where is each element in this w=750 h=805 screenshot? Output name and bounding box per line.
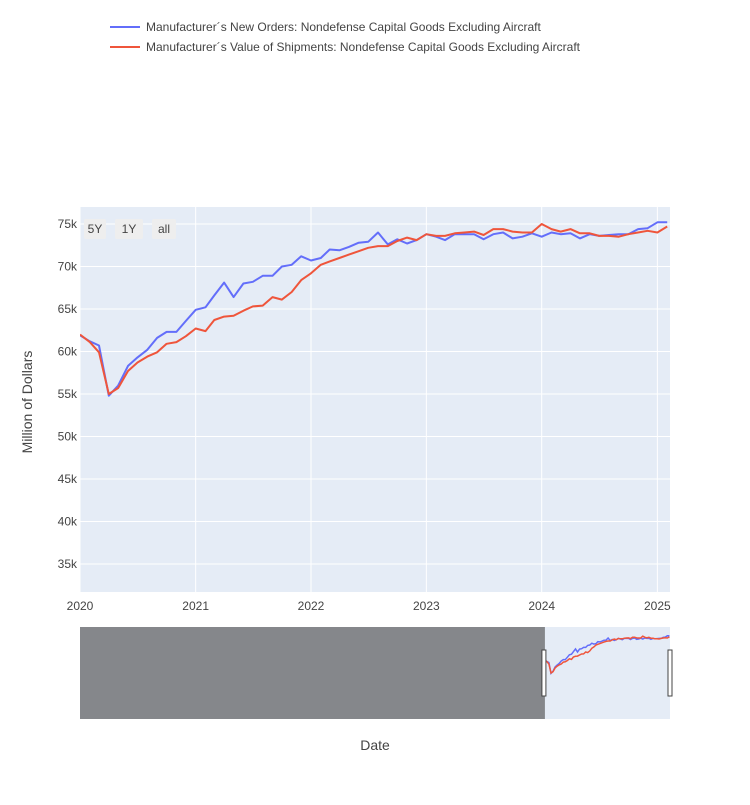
range-slider[interactable] bbox=[80, 627, 673, 719]
y-tick-label: 65k bbox=[58, 302, 78, 316]
x-tick-label: 2021 bbox=[182, 599, 209, 613]
legend-label: Manufacturer´s New Orders: Nondefense Ca… bbox=[146, 20, 542, 34]
plot-area bbox=[80, 207, 670, 592]
y-tick-label: 60k bbox=[58, 344, 78, 358]
x-tick-label: 2023 bbox=[413, 599, 440, 613]
y-tick-label: 45k bbox=[58, 472, 78, 486]
range-selector[interactable]: 5Y 1Y all bbox=[84, 219, 176, 239]
y-axis-title: Million of Dollars bbox=[19, 351, 35, 454]
legend-item-0[interactable]: Manufacturer´s New Orders: Nondefense Ca… bbox=[110, 20, 542, 34]
series-line-1 bbox=[80, 223, 668, 395]
y-tick-label: 35k bbox=[58, 557, 78, 571]
range-button-label: 1Y bbox=[122, 222, 137, 236]
x-tick-label: 2020 bbox=[67, 599, 94, 613]
y-tick-label: 75k bbox=[58, 217, 78, 231]
range-slider-handle-right[interactable] bbox=[667, 649, 673, 697]
x-tick-label: 2025 bbox=[644, 599, 671, 613]
x-axis: 2020 2021 2022 2023 2024 2025 bbox=[67, 599, 671, 613]
range-slider-mask bbox=[80, 627, 545, 719]
range-button-bg[interactable] bbox=[115, 219, 143, 239]
range-button-all[interactable]: all bbox=[152, 219, 176, 239]
range-slider-handle-left[interactable] bbox=[541, 649, 547, 697]
y-tick-label: 50k bbox=[58, 429, 78, 443]
range-button-1y[interactable]: 1Y bbox=[115, 219, 143, 239]
range-button-label: all bbox=[158, 222, 170, 236]
range-button-bg[interactable] bbox=[152, 219, 176, 239]
y-axis: 35k 40k 45k 50k 55k 60k 65k 70k 75k bbox=[58, 217, 78, 571]
range-button-label: 5Y bbox=[88, 222, 103, 236]
y-tick-label: 55k bbox=[58, 387, 78, 401]
legend-item-1[interactable]: Manufacturer´s Value of Shipments: Nonde… bbox=[110, 40, 581, 54]
range-slider-traces bbox=[544, 635, 670, 676]
y-tick-label: 70k bbox=[58, 259, 78, 273]
range-button-bg[interactable] bbox=[84, 219, 106, 239]
y-tick-label: 40k bbox=[58, 514, 78, 528]
range-button-5y[interactable]: 5Y bbox=[84, 219, 106, 239]
x-axis-title: Date bbox=[360, 737, 390, 753]
legend-label: Manufacturer´s Value of Shipments: Nonde… bbox=[146, 40, 581, 54]
series-line-0 bbox=[80, 221, 668, 397]
x-tick-label: 2024 bbox=[528, 599, 555, 613]
series-layer bbox=[80, 221, 668, 397]
slider-series-line-0 bbox=[544, 635, 670, 676]
legend[interactable]: Manufacturer´s New Orders: Nondefense Ca… bbox=[110, 20, 581, 54]
slider-series-line-1 bbox=[544, 635, 670, 675]
grid bbox=[79, 207, 670, 592]
x-tick-label: 2022 bbox=[298, 599, 325, 613]
